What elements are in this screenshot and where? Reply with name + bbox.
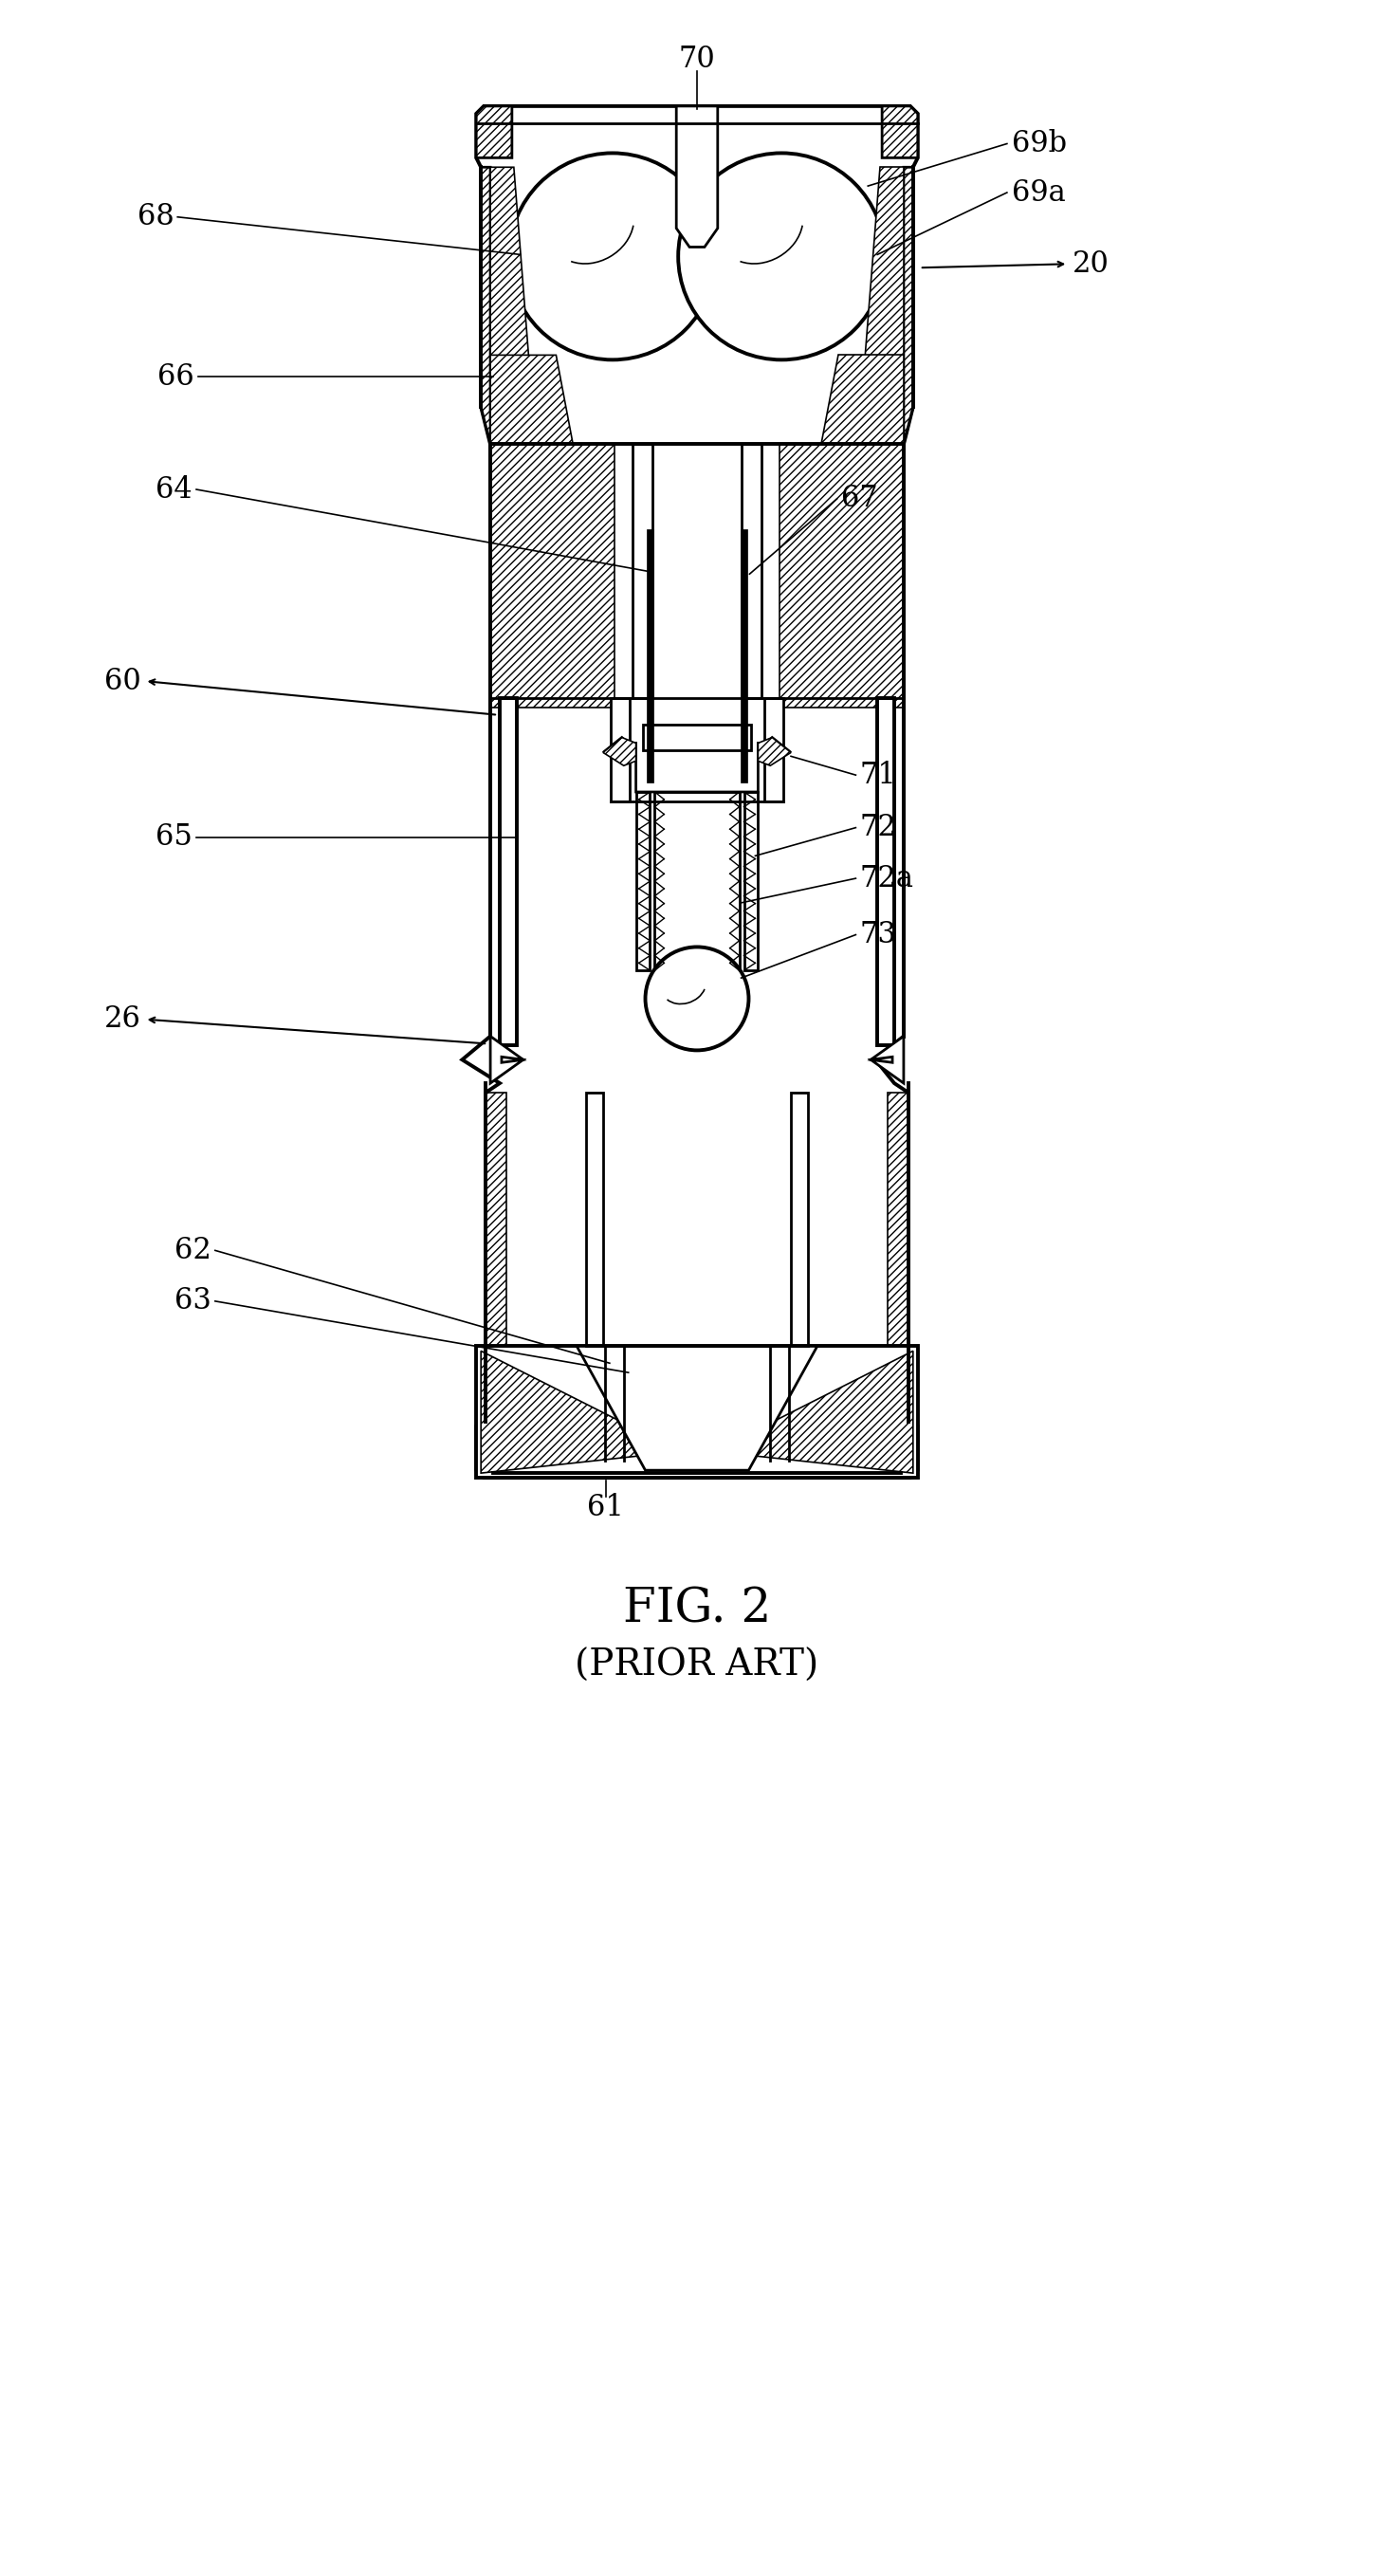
Text: FIG. 2: FIG. 2	[623, 1587, 771, 1633]
Bar	[790, 1092, 809, 1347]
Bar	[744, 791, 758, 971]
Text: 61: 61	[587, 1494, 625, 1522]
Bar	[765, 698, 783, 801]
Polygon shape	[491, 443, 615, 708]
Polygon shape	[779, 443, 903, 708]
Text: 71: 71	[860, 760, 896, 791]
Text: 65: 65	[156, 822, 192, 853]
Text: 67: 67	[841, 484, 877, 513]
Bar	[643, 724, 751, 750]
Polygon shape	[714, 1350, 913, 1473]
Circle shape	[679, 152, 885, 361]
Text: 20: 20	[1073, 250, 1110, 278]
Bar	[477, 1347, 917, 1479]
Circle shape	[645, 948, 749, 1051]
Text: 69b: 69b	[1012, 129, 1066, 157]
Text: 68: 68	[137, 204, 174, 232]
Polygon shape	[481, 167, 491, 443]
Bar	[633, 443, 652, 698]
Text: 70: 70	[679, 44, 715, 75]
Text: 62: 62	[174, 1236, 212, 1265]
Text: 69a: 69a	[1012, 178, 1065, 206]
Polygon shape	[477, 106, 512, 157]
Polygon shape	[861, 167, 903, 407]
Bar	[499, 698, 517, 1046]
Bar	[655, 791, 739, 971]
Polygon shape	[485, 1092, 506, 1422]
Bar	[636, 791, 650, 971]
Polygon shape	[463, 106, 917, 1479]
Bar	[740, 528, 747, 783]
Text: 63: 63	[174, 1285, 212, 1316]
Polygon shape	[577, 1347, 817, 1471]
Text: 72a: 72a	[860, 863, 913, 894]
Polygon shape	[758, 737, 790, 765]
Bar	[677, 124, 717, 204]
Polygon shape	[481, 1350, 680, 1473]
Text: 64: 64	[156, 474, 192, 505]
Bar	[742, 443, 761, 698]
Bar	[585, 1092, 604, 1347]
Text: 66: 66	[158, 363, 194, 392]
Bar	[611, 698, 629, 801]
Polygon shape	[491, 167, 533, 407]
Text: 60: 60	[105, 667, 141, 696]
Polygon shape	[491, 355, 573, 443]
Text: 26: 26	[105, 1005, 141, 1033]
Polygon shape	[882, 106, 917, 157]
Polygon shape	[676, 106, 718, 247]
Bar	[877, 698, 895, 1046]
Text: (PRIOR ART): (PRIOR ART)	[576, 1649, 820, 1682]
Text: 72: 72	[860, 814, 896, 842]
Polygon shape	[871, 1036, 903, 1082]
Polygon shape	[491, 1036, 523, 1082]
Circle shape	[509, 152, 715, 361]
Bar	[647, 528, 654, 783]
Polygon shape	[821, 355, 903, 443]
Polygon shape	[604, 737, 636, 765]
Text: 73: 73	[860, 920, 896, 951]
Polygon shape	[903, 167, 913, 443]
Polygon shape	[888, 1092, 909, 1422]
